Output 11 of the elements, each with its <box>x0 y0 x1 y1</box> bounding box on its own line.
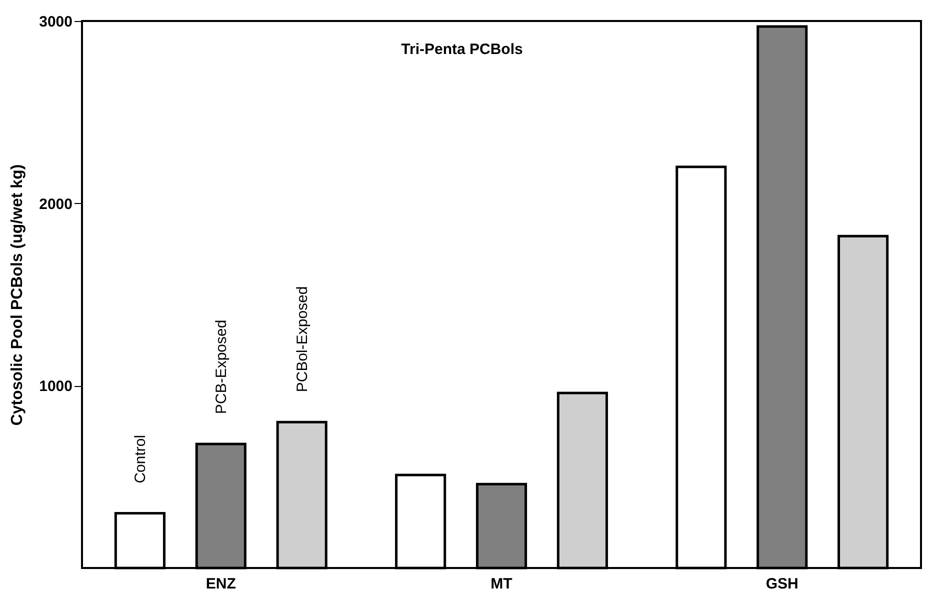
y-tick-label: 3000 <box>39 14 72 30</box>
y-tick-label: 2000 <box>39 196 72 213</box>
text: Tri-Penta PCBols <box>401 41 523 58</box>
text: Control <box>132 434 149 484</box>
text: PCBol-Exposed <box>294 286 311 392</box>
y-tick-label: 1000 <box>39 378 72 396</box>
y-axis-title: Cytosolic Pool PCBols (ug/wet kg) <box>9 164 26 426</box>
text: PCB-Exposed <box>212 320 230 414</box>
x-tick-label: GSH <box>766 576 798 592</box>
x-tick-label: MT <box>490 576 512 592</box>
x-tick-label: ENZ <box>206 576 236 592</box>
